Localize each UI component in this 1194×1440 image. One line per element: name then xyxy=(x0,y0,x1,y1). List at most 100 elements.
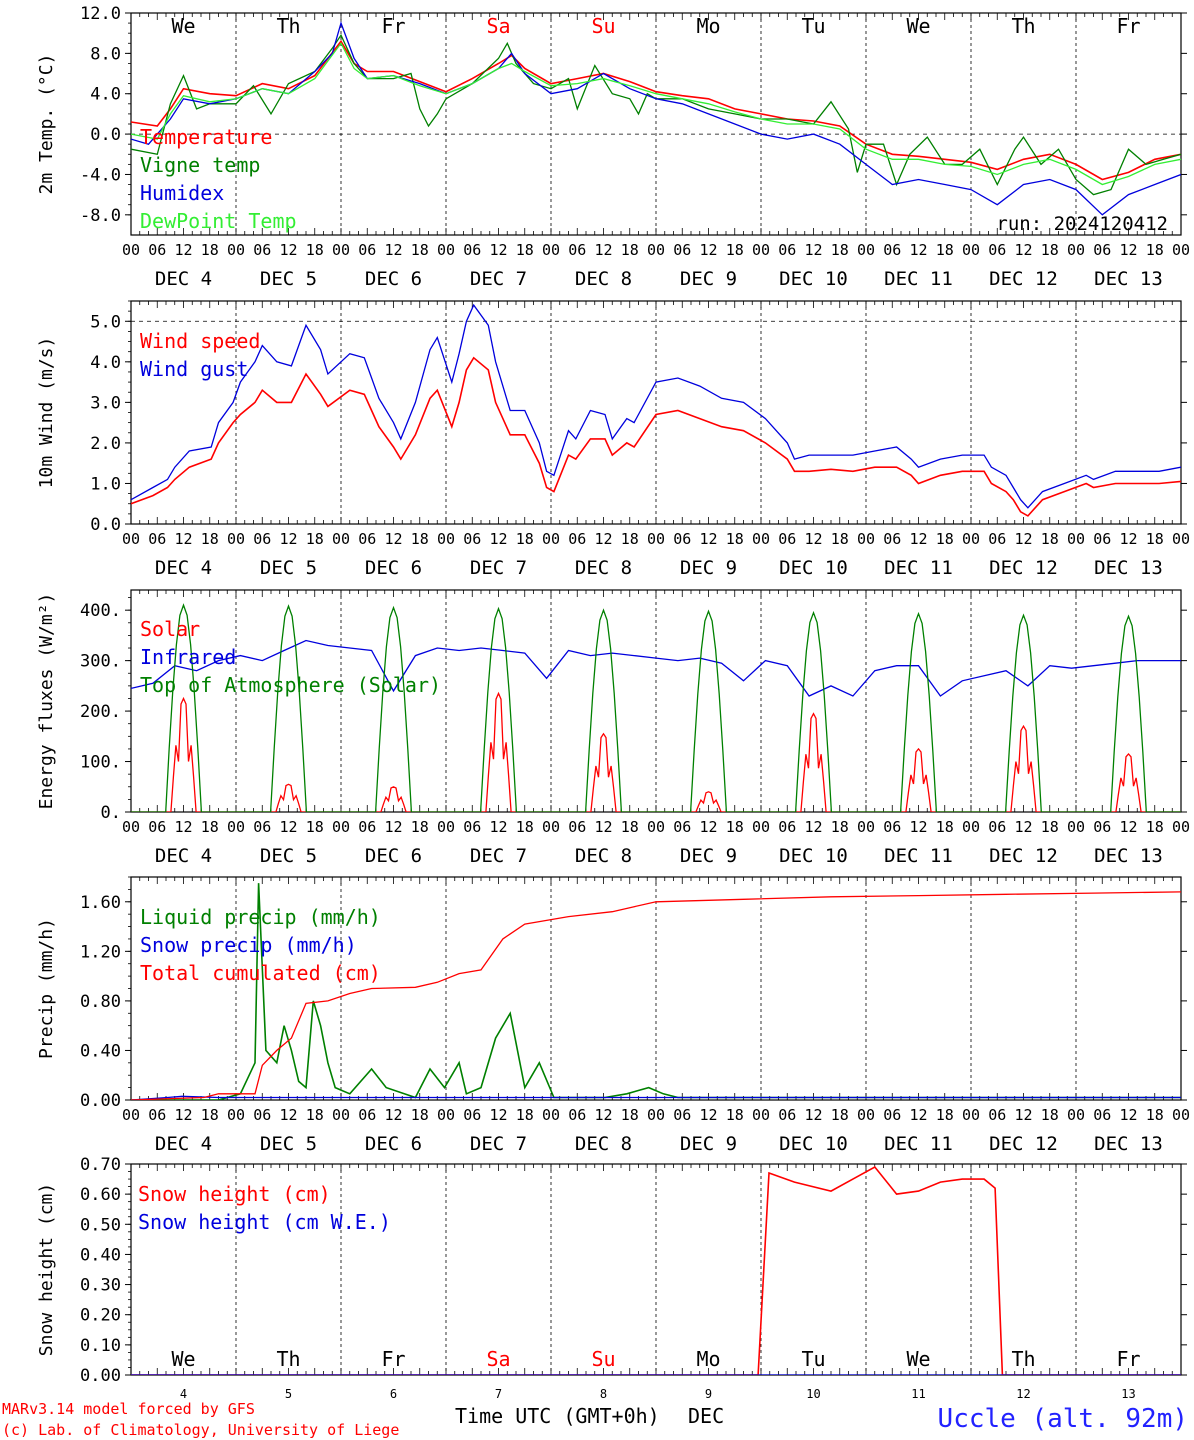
x-hour-tick-label: 00 xyxy=(857,818,875,836)
x-hour-tick-label: 18 xyxy=(1146,241,1164,259)
x-hour-tick-label: 12 xyxy=(489,1106,507,1124)
x-hour-tick-label: 12 xyxy=(489,241,507,259)
x-hour-tick-label: 12 xyxy=(1119,818,1137,836)
series-line-precip-1 xyxy=(131,1095,1181,1100)
x-hour-tick-label: 06 xyxy=(568,241,586,259)
x-hour-tick-label: 18 xyxy=(621,241,639,259)
x-date-label: DEC 4 xyxy=(155,1133,212,1155)
x-hour-tick-label: 18 xyxy=(306,818,324,836)
series-line-snow-0 xyxy=(131,1165,1181,1375)
x-hour-tick-label: 18 xyxy=(1146,818,1164,836)
day-number-label: 9 xyxy=(705,1387,712,1401)
x-hour-tick-label: 12 xyxy=(594,241,612,259)
footer-copyright: (c) Lab. of Climatology, University of L… xyxy=(2,1421,399,1439)
y-axis-label: 10m Wind (m/s) xyxy=(36,337,57,489)
x-date-label: DEC 12 xyxy=(989,268,1058,290)
day-number-label: 8 xyxy=(600,1387,607,1401)
x-hour-tick-label: 12 xyxy=(384,530,402,548)
x-hour-tick-label: 00 xyxy=(542,241,560,259)
x-hour-tick-label: 18 xyxy=(621,1106,639,1124)
x-hour-tick-label: 00 xyxy=(227,1106,245,1124)
x-hour-tick-label: 18 xyxy=(936,530,954,548)
x-date-label: DEC 10 xyxy=(779,845,848,867)
y-tick-label: 2.0 xyxy=(90,434,121,454)
x-date-label: DEC 8 xyxy=(575,845,632,867)
y-tick-label: 0.00 xyxy=(80,1091,121,1111)
x-hour-tick-label: 00 xyxy=(647,818,665,836)
series-line-precip-2 xyxy=(131,891,1181,1100)
x-hour-tick-label: 00 xyxy=(647,1106,665,1124)
x-date-label: DEC 6 xyxy=(365,557,422,579)
y-tick-label: 4.0 xyxy=(90,85,121,105)
x-hour-tick-label: 00 xyxy=(647,241,665,259)
x-hour-tick-label: 12 xyxy=(174,241,192,259)
x-hour-tick-label: 06 xyxy=(463,818,481,836)
x-hour-tick-label: 18 xyxy=(201,818,219,836)
y-axis-label: Energy fluxes (W/m²) xyxy=(36,593,57,810)
x-hour-tick-label: 18 xyxy=(306,241,324,259)
x-date-label: DEC 4 xyxy=(155,268,212,290)
weekday-label: Fr xyxy=(1116,14,1140,38)
x-hour-tick-label: 06 xyxy=(1093,1106,1111,1124)
y-tick-label: 0.40 xyxy=(80,1041,121,1061)
x-hour-tick-label: 12 xyxy=(1119,241,1137,259)
series-line-energy-1 xyxy=(131,639,1181,697)
x-hour-tick-label: 06 xyxy=(358,530,376,548)
x-hour-tick-label: 00 xyxy=(332,818,350,836)
x-date-label: DEC 7 xyxy=(470,557,527,579)
x-hour-tick-label: 06 xyxy=(778,1106,796,1124)
x-hour-tick-label: 18 xyxy=(831,241,849,259)
x-hour-tick-label: 12 xyxy=(489,530,507,548)
y-axis-label: 2m Temp. (°C) xyxy=(36,54,57,195)
legend-entry: Solar xyxy=(140,617,200,641)
x-hour-tick-label: 06 xyxy=(988,530,1006,548)
y-tick-label: -8.0 xyxy=(80,206,121,226)
y-tick-label: 0.10 xyxy=(80,1336,121,1356)
weekday-label: Sa xyxy=(486,1347,510,1371)
x-hour-tick-label: 12 xyxy=(594,818,612,836)
x-hour-tick-label: 00 xyxy=(122,1106,140,1124)
x-hour-tick-label: 12 xyxy=(909,530,927,548)
day-number-label: 13 xyxy=(1121,1387,1135,1401)
x-hour-tick-label: 12 xyxy=(699,1106,717,1124)
x-date-label: DEC 11 xyxy=(884,268,953,290)
x-hour-tick-label: 06 xyxy=(568,1106,586,1124)
day-number-label: 4 xyxy=(180,1387,187,1401)
x-hour-tick-label: 18 xyxy=(1041,241,1059,259)
x-hour-tick-label: 00 xyxy=(857,241,875,259)
x-hour-tick-label: 18 xyxy=(411,1106,429,1124)
station-label: Uccle (alt. 92m) xyxy=(938,1404,1188,1434)
x-date-label: DEC 13 xyxy=(1094,557,1163,579)
y-tick-label: 0.70 xyxy=(80,1155,121,1175)
x-hour-tick-label: 06 xyxy=(988,1106,1006,1124)
x-hour-tick-label: 12 xyxy=(489,818,507,836)
series-line-wind-1 xyxy=(131,303,1181,509)
x-date-label: DEC 12 xyxy=(989,845,1058,867)
x-date-label: DEC 9 xyxy=(680,557,737,579)
x-hour-tick-label: 12 xyxy=(909,241,927,259)
x-hour-tick-label: 00 xyxy=(542,530,560,548)
x-hour-tick-label: 00 xyxy=(962,1106,980,1124)
x-hour-tick-label: 00 xyxy=(857,530,875,548)
day-number-label: 6 xyxy=(390,1387,397,1401)
x-hour-tick-label: 18 xyxy=(621,530,639,548)
x-hour-tick-label: 12 xyxy=(1119,530,1137,548)
x-date-label: DEC 8 xyxy=(575,557,632,579)
x-hour-tick-label: 12 xyxy=(804,241,822,259)
x-date-label: DEC 6 xyxy=(365,1133,422,1155)
x-hour-tick-label: 12 xyxy=(279,1106,297,1124)
x-hour-tick-label: 06 xyxy=(463,241,481,259)
x-hour-tick-label: 00 xyxy=(332,530,350,548)
x-date-label: DEC 13 xyxy=(1094,845,1163,867)
x-hour-tick-label: 06 xyxy=(148,241,166,259)
x-hour-tick-label: 18 xyxy=(516,530,534,548)
weekday-label: Su xyxy=(591,14,615,38)
x-hour-tick-label: 06 xyxy=(253,241,271,259)
x-hour-tick-label: 00 xyxy=(437,818,455,836)
legend-entry: Total cumulated (cm) xyxy=(140,961,381,985)
x-date-label: DEC 10 xyxy=(779,557,848,579)
weekday-label: We xyxy=(171,1347,195,1371)
weekday-label: Sa xyxy=(486,14,510,38)
weekday-label: Fr xyxy=(1116,1347,1140,1371)
x-hour-tick-label: 00 xyxy=(1172,530,1190,548)
